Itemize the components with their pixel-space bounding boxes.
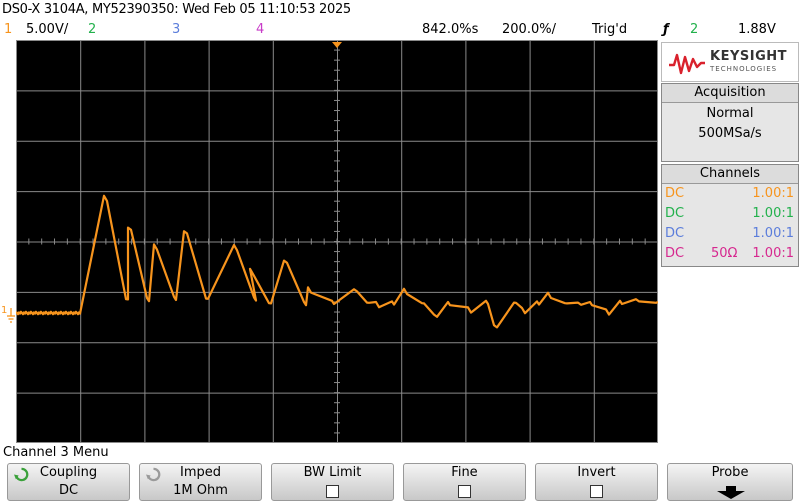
channel-row[interactable]: DC 1.00:1 [662, 184, 798, 204]
sample-rate: 500MSa/s [698, 126, 762, 141]
time-reference-icon [332, 42, 342, 48]
channel-probe-ratio: 1.00:1 [752, 206, 794, 221]
softkey-label: Fine [451, 465, 478, 480]
graticule [16, 40, 658, 443]
channel-probe-ratio: 1.00:1 [752, 246, 794, 261]
timebase-scale[interactable]: 200.0%/ [502, 22, 556, 37]
channel-coupling: DC [665, 206, 685, 221]
keysight-logo: KEYSIGHT TECHNOLOGIES [661, 42, 799, 82]
coupling-softkey[interactable]: Coupling DC [7, 463, 130, 501]
acquisition-mode: Normal [706, 106, 754, 121]
channel-1-indicator[interactable]: 1 [4, 22, 13, 37]
trigger-level[interactable]: 1.88V [738, 22, 776, 37]
channel-1-ground-label[interactable]: 1 [1, 305, 8, 316]
logo-brand: KEYSIGHT [710, 49, 787, 64]
bw-limit-softkey[interactable]: BW Limit [271, 463, 394, 501]
channel-impedance: 50Ω [711, 246, 738, 261]
bw-limit-checkbox[interactable] [326, 485, 339, 498]
submenu-arrow-icon [717, 486, 745, 499]
trigger-status: Trig'd [592, 22, 628, 37]
ground-reference-icon[interactable] [6, 308, 16, 324]
channels-header: Channels [662, 165, 798, 184]
channel-row[interactable]: DC 1.00:1 [662, 204, 798, 224]
channel-2-indicator[interactable]: 2 [88, 22, 97, 37]
invert-softkey[interactable]: Invert [535, 463, 658, 501]
channel-3-indicator[interactable]: 3 [172, 22, 181, 37]
fine-softkey[interactable]: Fine [403, 463, 526, 501]
menu-title: Channel 3 Menu [3, 445, 109, 460]
waveform-display[interactable] [16, 40, 658, 443]
channel-coupling: DC [665, 226, 685, 241]
horizontal-delay[interactable]: 842.0%s [422, 22, 479, 37]
impedance-softkey[interactable]: Imped 1M Ohm [139, 463, 262, 501]
rotate-knob-icon [14, 467, 29, 482]
softkey-label: Imped [180, 465, 221, 480]
keysight-wave-icon [669, 53, 705, 75]
channel-coupling: DC [665, 246, 685, 261]
channel-coupling: DC [665, 186, 685, 201]
softkey-label: Probe [711, 465, 749, 480]
rotate-knob-icon [146, 467, 161, 482]
acquisition-panel[interactable]: Acquisition Normal 500MSa/s [661, 83, 799, 162]
trigger-edge-icon: ƒ [663, 22, 669, 37]
channel-probe-ratio: 1.00:1 [752, 186, 794, 201]
softkey-label: Coupling [39, 465, 98, 480]
trigger-source[interactable]: 2 [690, 22, 699, 37]
channel-probe-ratio: 1.00:1 [752, 226, 794, 241]
softkey-value: 1M Ohm [173, 483, 228, 498]
softkey-label: Invert [577, 465, 616, 480]
acquisition-header: Acquisition [662, 84, 798, 103]
channel-4-indicator[interactable]: 4 [256, 22, 265, 37]
channel-row[interactable]: DC 50Ω 1.00:1 [662, 244, 798, 264]
channel-1-scale[interactable]: 5.00V/ [26, 22, 69, 37]
probe-softkey[interactable]: Probe [667, 463, 793, 501]
invert-checkbox[interactable] [590, 485, 603, 498]
window-title: DS0-X 3104A, MY52390350: Wed Feb 05 11:1… [2, 2, 351, 17]
channels-panel[interactable]: Channels DC 1.00:1 DC 1.00:1 DC 1.00:1 D… [661, 164, 799, 267]
softkey-label: BW Limit [303, 465, 362, 480]
fine-checkbox[interactable] [458, 485, 471, 498]
softkey-value: DC [58, 483, 79, 498]
channel-row[interactable]: DC 1.00:1 [662, 224, 798, 244]
logo-subtitle: TECHNOLOGIES [710, 65, 778, 73]
channel-1-waveform [16, 194, 658, 329]
